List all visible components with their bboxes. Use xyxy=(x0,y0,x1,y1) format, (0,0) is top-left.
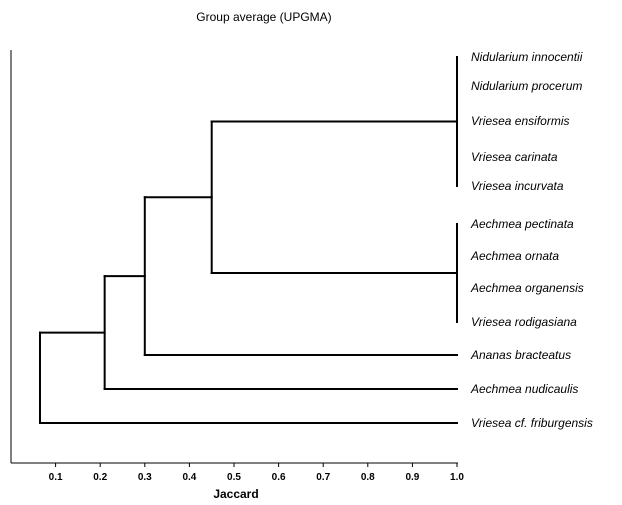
leaf-label: Aechmea organensis xyxy=(470,281,584,295)
x-tick-label: 0.5 xyxy=(227,472,241,483)
leaf-labels: Nidularium innocentii Nidularium procerum… xyxy=(470,50,593,430)
x-tick-label: 0.9 xyxy=(405,472,419,483)
chart-title: Group average (UPGMA) xyxy=(196,10,331,24)
x-ticks: 0.1 0.2 0.3 0.4 0.5 0.6 0.7 0.8 0.9 1.0 xyxy=(49,463,464,483)
x-axis-label: Jaccard xyxy=(213,487,258,501)
x-tick-label: 0.2 xyxy=(93,472,107,483)
leaf-label: Ananas bracteatus xyxy=(470,348,571,362)
x-tick-label: 0.4 xyxy=(182,472,196,483)
leaf-label: Aechmea ornata xyxy=(470,249,559,263)
leaf-label: Nidularium procerum xyxy=(471,79,582,93)
x-tick-label: 0.6 xyxy=(272,472,286,483)
x-tick-label: 0.7 xyxy=(316,472,330,483)
leaf-label: Nidularium innocentii xyxy=(471,50,583,64)
branches xyxy=(38,56,458,424)
leaf-label: Vriesea carinata xyxy=(471,150,558,164)
leaf-label: Aechmea nudicaulis xyxy=(470,382,578,396)
leaf-label: Aechmea pectinata xyxy=(470,217,574,231)
axes xyxy=(10,50,458,464)
leaf-label: Vriesea rodigasiana xyxy=(471,315,577,329)
leaf-label: Vriesea incurvata xyxy=(471,179,564,193)
leaf-label: Vriesea cf. friburgensis xyxy=(471,416,593,430)
leaf-label: Vriesea ensiformis xyxy=(471,114,569,128)
x-tick-label: 0.8 xyxy=(361,472,375,483)
x-tick-label: 1.0 xyxy=(450,472,464,483)
x-tick-label: 0.3 xyxy=(138,472,152,483)
x-tick-label: 0.1 xyxy=(49,472,63,483)
